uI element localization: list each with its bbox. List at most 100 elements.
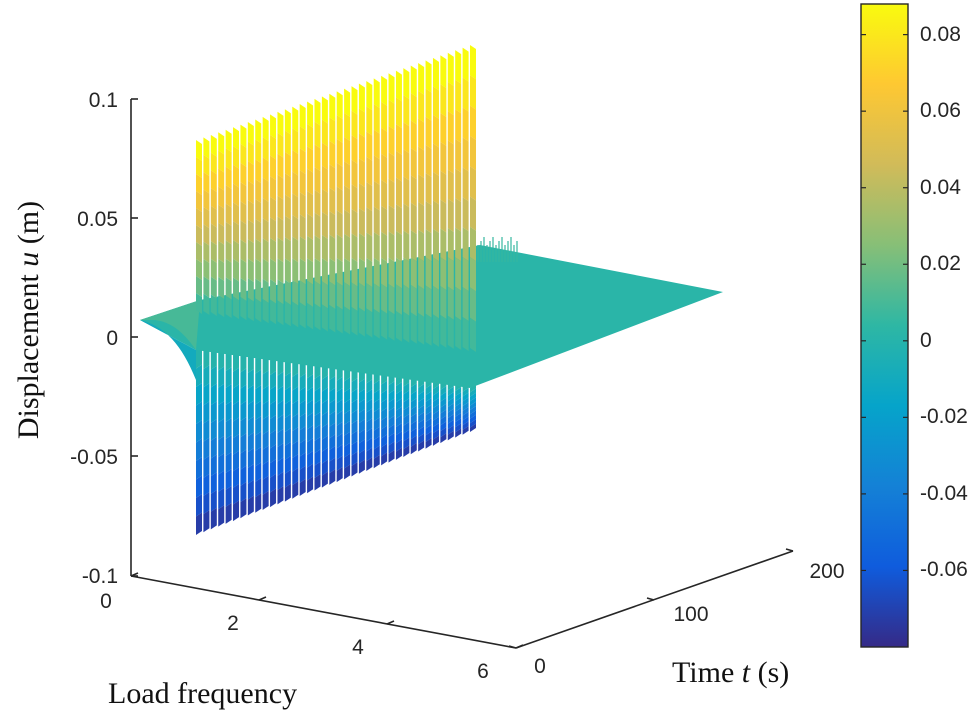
lower-fin-segment — [203, 473, 210, 496]
lower-fin-segment — [462, 421, 469, 431]
upper-fin-segment — [277, 111, 284, 137]
upper-fin-segment — [277, 258, 284, 284]
colorbar-tick-label: 0.04 — [920, 176, 961, 199]
lower-fin-segment — [277, 385, 284, 405]
x-tick-mark — [130, 572, 139, 577]
lower-fin-segment — [225, 502, 232, 524]
upper-fin-segment — [351, 135, 358, 164]
upper-fin-segment — [225, 203, 232, 226]
upper-fin-segment — [344, 137, 351, 166]
z-tick-label: 0.05 — [77, 208, 118, 231]
y-tick-mark — [508, 645, 517, 649]
lower-fin-segment — [455, 428, 462, 438]
upper-fin-segment — [418, 257, 425, 290]
upper-fin-segment — [470, 317, 476, 352]
lower-fin-segment — [395, 431, 402, 444]
upper-fin-segment — [358, 282, 365, 312]
lower-fin-segment — [418, 398, 425, 410]
lower-fin-segment — [196, 512, 202, 535]
colorbar-tick-label: -0.02 — [920, 405, 968, 428]
upper-fin-segment — [432, 57, 439, 91]
upper-fin-segment — [455, 198, 462, 232]
upper-fin-segment — [270, 176, 277, 201]
upper-fin-segment — [344, 209, 351, 238]
upper-fin-segment — [292, 258, 299, 285]
lower-fin-segment — [470, 392, 476, 402]
upper-fin-segment — [418, 174, 425, 206]
upper-fin-segment — [307, 146, 314, 173]
upper-fin-segment — [247, 278, 254, 302]
upper-fin-segment — [395, 150, 402, 182]
lower-fin-segment — [262, 415, 269, 435]
upper-fin-segment — [218, 276, 225, 300]
upper-fin-segment — [373, 206, 380, 237]
lower-fin-segment — [233, 467, 240, 488]
lower-fin-segment — [418, 383, 425, 395]
upper-fin-segment — [262, 177, 269, 202]
upper-fin-segment — [440, 55, 447, 89]
upper-fin-segment — [233, 145, 240, 169]
upper-fin-segment — [455, 227, 462, 262]
lower-fin-segment — [277, 486, 284, 505]
upper-fin-segment — [351, 110, 358, 140]
lower-fin-segment — [240, 498, 247, 519]
lower-fin-segment — [210, 419, 217, 441]
upper-fin-segment — [210, 152, 217, 175]
lower-fin-segment — [432, 404, 439, 415]
upper-fin-segment — [388, 204, 395, 236]
lower-fin-segment — [329, 376, 336, 392]
lower-fin-segment — [418, 419, 425, 431]
lower-fin-segment — [225, 367, 232, 389]
upper-fin-segment — [262, 197, 269, 223]
upper-fin-segment — [447, 81, 454, 116]
lower-fin-segment — [447, 386, 454, 397]
upper-fin-segment — [470, 287, 476, 322]
lower-fin-segment — [255, 493, 262, 513]
upper-fin-segment — [462, 47, 469, 82]
upper-fin-segment — [255, 159, 262, 184]
lower-fin-segment — [233, 384, 240, 405]
upper-fin-segment — [255, 278, 262, 303]
lower-fin-segment — [277, 400, 284, 419]
lower-fin-segment — [262, 460, 269, 480]
lower-fin-segment — [351, 430, 358, 446]
upper-fin-segment — [329, 187, 336, 216]
upper-fin-segment — [270, 196, 277, 222]
lower-fin-segment — [314, 424, 321, 441]
upper-fin-segment — [395, 284, 402, 316]
upper-fin-segment — [203, 276, 210, 298]
lower-fin-segment — [351, 441, 358, 456]
lower-fin-segment — [284, 441, 291, 460]
upper-fin-segment — [470, 196, 476, 231]
upper-fin-segment — [410, 175, 417, 207]
lower-fin-segment — [314, 399, 321, 417]
lower-fin-segment — [425, 424, 432, 436]
upper-fin-segment — [381, 153, 388, 184]
lower-fin-segment — [225, 434, 232, 456]
lower-fin-segment — [388, 450, 395, 463]
y-axis-label: Time t (s) — [672, 656, 789, 689]
upper-fin-segment — [403, 311, 410, 343]
lower-fin-segment — [196, 401, 202, 424]
upper-fin-segment — [314, 258, 321, 285]
lower-fin-segment — [225, 418, 232, 439]
upper-fin-segment — [218, 240, 225, 263]
upper-fin-segment — [425, 60, 432, 93]
upper-fin-segment — [388, 152, 395, 183]
lower-fin-segment — [381, 398, 388, 412]
lower-fin-segment — [455, 387, 462, 397]
upper-fin-segment — [373, 283, 380, 314]
upper-fin-segment — [329, 117, 336, 145]
upper-fin-segment — [403, 203, 410, 235]
upper-fin-segment — [299, 280, 306, 307]
lower-fin-segment — [270, 400, 277, 420]
upper-fin-segment — [447, 315, 454, 349]
upper-fin-segment — [462, 227, 469, 262]
upper-fin-segment — [395, 124, 402, 155]
upper-fin-segment — [336, 305, 343, 334]
lower-fin-segment — [262, 400, 269, 420]
upper-fin-segment — [210, 223, 217, 246]
upper-fin-segment — [284, 215, 291, 242]
upper-fin-segment — [432, 143, 439, 176]
lower-fin-segment — [403, 398, 410, 411]
